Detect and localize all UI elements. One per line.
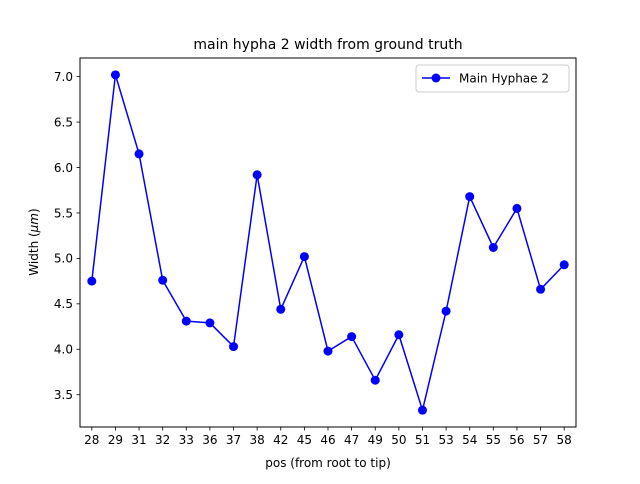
x-tick-label: 57 [533,433,548,447]
x-tick-label: 49 [368,433,383,447]
data-point [347,332,357,342]
x-tick-label: 38 [250,433,265,447]
data-point [134,149,144,159]
x-tick-label: 37 [226,433,241,447]
data-point [229,342,239,352]
data-point [205,318,215,328]
x-tick-label: 31 [131,433,146,447]
data-point [536,284,546,294]
y-tick-label: 5.5 [54,206,73,220]
x-tick-label: 45 [297,433,312,447]
data-point [87,276,97,286]
data-point [110,70,120,80]
plot-area: 28 29 31 32 33 36 37 38 42 45 46 47 49 50 51 53 54 55 56 57… [54,70,572,447]
data-point [181,316,191,326]
y-axis-label-suffix: ) [27,208,41,213]
y-tick-label: 5.0 [54,252,73,266]
y-axis-label: Width (μm) [27,208,41,275]
y-tick-label: 3.5 [54,388,73,402]
data-point [252,170,262,180]
data-point [370,375,380,385]
data-point [512,203,522,213]
x-tick-label: 46 [320,433,335,447]
x-tick-label: 54 [462,433,477,447]
x-tick-label: 55 [486,433,501,447]
legend-marker [431,73,441,83]
chart-title: main hypha 2 width from ground truth [193,37,462,53]
x-tick-label: 36 [202,433,217,447]
legend: Main Hyphae 2 [415,64,570,93]
x-tick-label: 28 [84,433,99,447]
y-axis-label-unit: μm [27,213,41,233]
x-tick-label: 33 [179,433,194,447]
x-tick-label: 53 [438,433,453,447]
x-tick-label: 47 [344,433,359,447]
data-point [299,252,309,262]
legend-box [415,64,570,93]
legend-label: Main Hyphae 2 [459,72,549,86]
x-tick-label: 50 [391,433,406,447]
data-point [276,304,286,314]
data-point [323,346,333,356]
axes-frame [79,57,577,428]
y-tick-label: 4.0 [54,343,73,357]
data-point [158,275,168,285]
x-tick-label: 29 [108,433,123,447]
data-point [441,306,451,316]
x-axis-label: pos (from root to tip) [265,456,391,470]
data-point [417,405,427,415]
x-tick-label: 56 [509,433,524,447]
y-axis-label-prefix: Width ( [27,232,41,275]
y-tick-label: 4.5 [54,297,73,311]
data-point [488,242,498,252]
y-tick-label: 6.0 [54,161,73,175]
y-tick-label: 7.0 [54,70,73,84]
data-point [465,192,475,202]
x-tick-label: 42 [273,433,288,447]
x-tick-label: 51 [415,433,430,447]
x-tick-label: 58 [557,433,572,447]
data-point [394,330,404,340]
data-point [559,260,569,270]
y-tick-label: 6.5 [54,115,73,129]
x-tick-label: 32 [155,433,170,447]
